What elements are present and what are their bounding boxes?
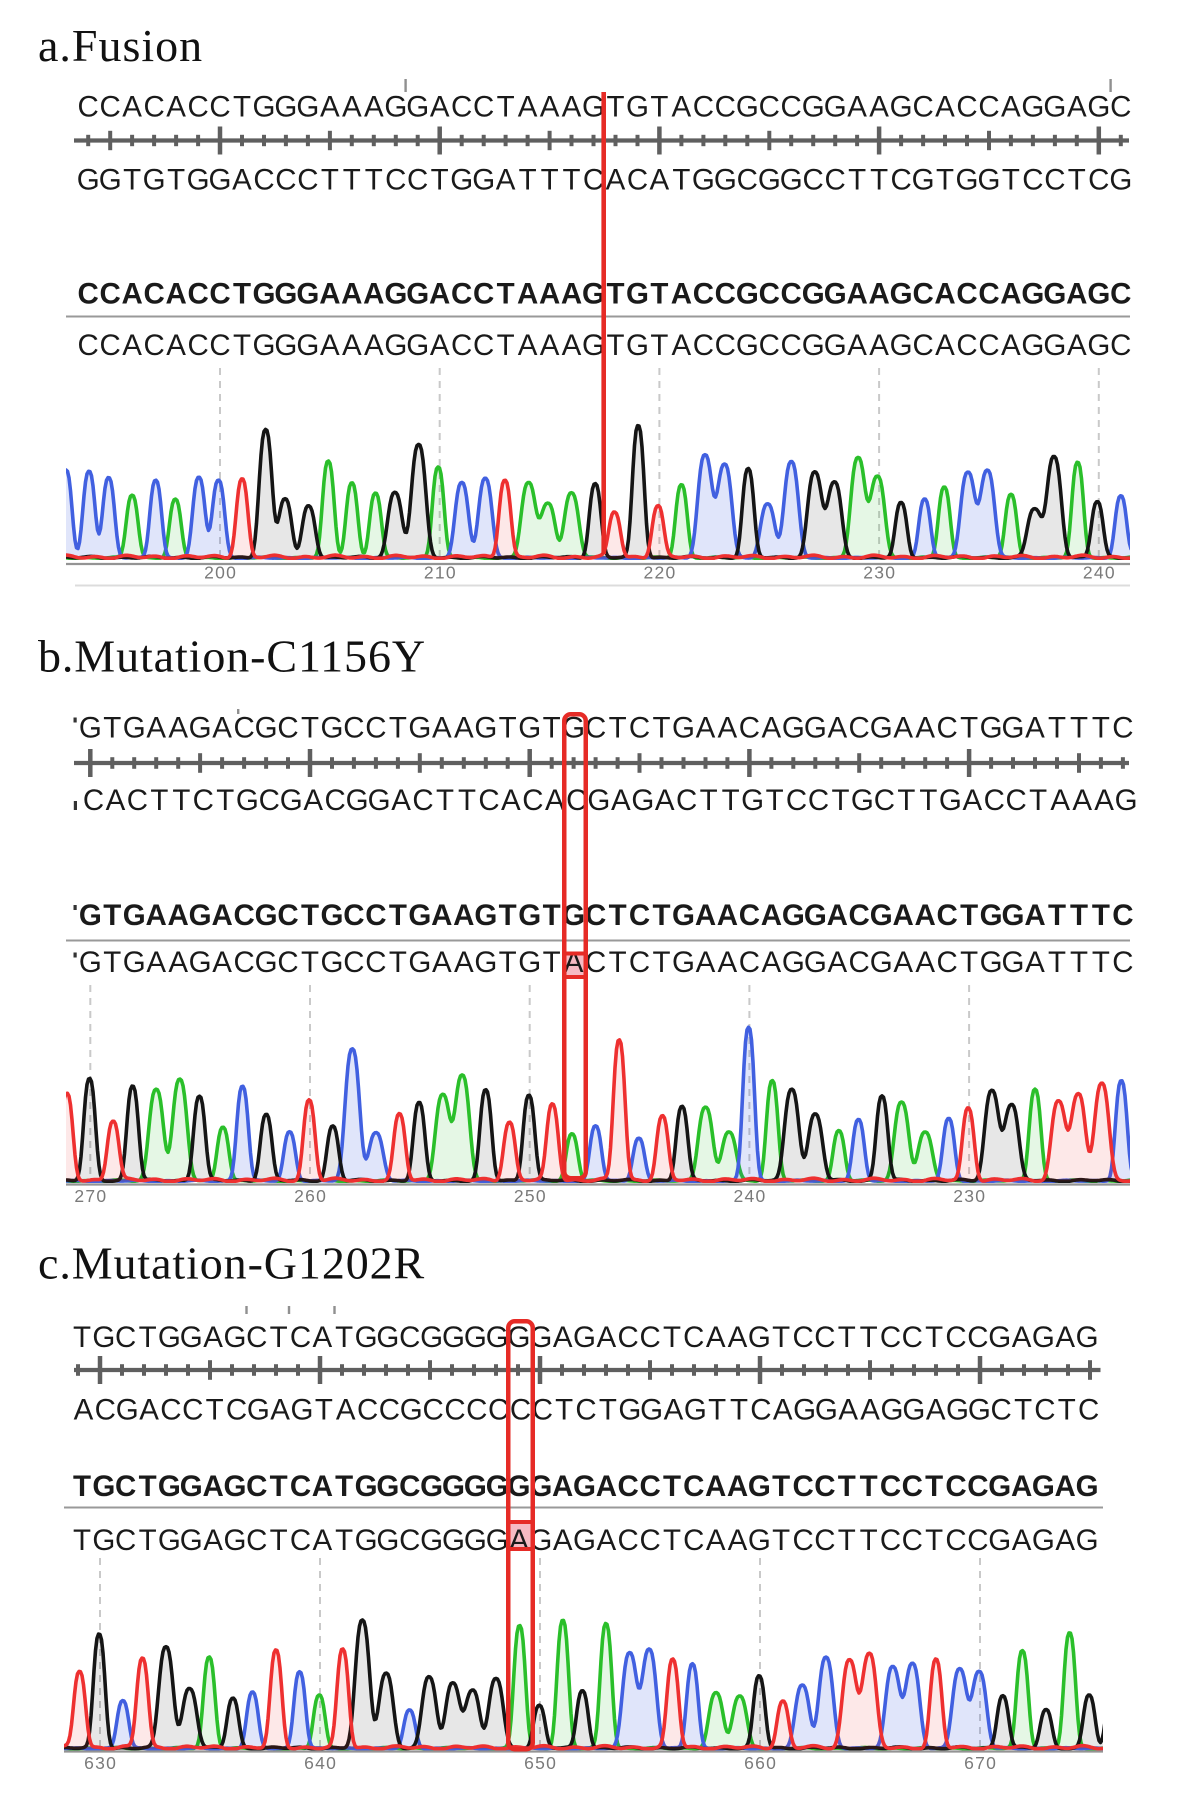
svg-text:GTGAAGACGCTGCCTGAAGTGTGCTCTGAA: GTGAAGACGCTGCCTGAAGTGTGCTCTGAACAGGACGAAC… <box>79 712 1134 745</box>
svg-text:a.Fusion: a.Fusion <box>38 20 203 71</box>
svg-text:TGCTGGAGCTCATGGCGGGGGGAGACCTCA: TGCTGGAGCTCATGGCGGGGGGAGACCTCAAGTCCTTCCT… <box>73 1321 1099 1354</box>
svg-text:260: 260 <box>294 1186 326 1206</box>
svg-text:670: 670 <box>964 1753 996 1773</box>
svg-text:250: 250 <box>514 1186 546 1206</box>
svg-text:CACTTCTGCGACGGACTTCACACGAGACTT: CACTTCTGCGACGGACTTCACACGAGACTTGTCCTGCTTG… <box>83 784 1138 817</box>
svg-text:230: 230 <box>863 563 895 583</box>
svg-text:c.Mutation-G1202R: c.Mutation-G1202R <box>38 1238 425 1289</box>
svg-text:GTGAAGACGCTGCCTGAAGTGTACTCTGAA: GTGAAGACGCTGCCTGAAGTGTACTCTGAACAGGACGAAC… <box>79 946 1134 979</box>
svg-text:660: 660 <box>744 1753 776 1773</box>
svg-text:640: 640 <box>304 1753 336 1773</box>
svg-text:630: 630 <box>84 1753 116 1773</box>
svg-text:200: 200 <box>204 563 236 583</box>
svg-text:220: 220 <box>644 563 676 583</box>
svg-text:240: 240 <box>734 1186 766 1206</box>
svg-text:210: 210 <box>424 563 456 583</box>
svg-text:TGCTGGAGCTCATGGCGGGGAGAGACCTCA: TGCTGGAGCTCATGGCGGGGAGAGACCTCAAGTCCTTCCT… <box>73 1524 1099 1557</box>
svg-text:240: 240 <box>1083 563 1115 583</box>
svg-text:GTGAAGACGCTGCCTGAAGTGTGCTCTGAA: GTGAAGACGCTGCCTGAAGTGTGCTCTGAACAGGACGAAC… <box>79 899 1134 932</box>
svg-text:ACGACCTCGAGTACCGCCCCCCTCTGGAGT: ACGACCTCGAGTACCGCCCCCCTCTGGAGTTCAGGAAGGA… <box>74 1394 1100 1427</box>
svg-text:270: 270 <box>74 1186 106 1206</box>
svg-text:650: 650 <box>524 1753 556 1773</box>
svg-text:TGCTGGAGCTCATGGCGGGGGGAGACCTCA: TGCTGGAGCTCATGGCGGGGGGAGACCTCAAGTCCTTCCT… <box>73 1470 1099 1503</box>
svg-text:230: 230 <box>953 1186 985 1206</box>
svg-text:b.Mutation-C1156Y: b.Mutation-C1156Y <box>38 631 426 682</box>
